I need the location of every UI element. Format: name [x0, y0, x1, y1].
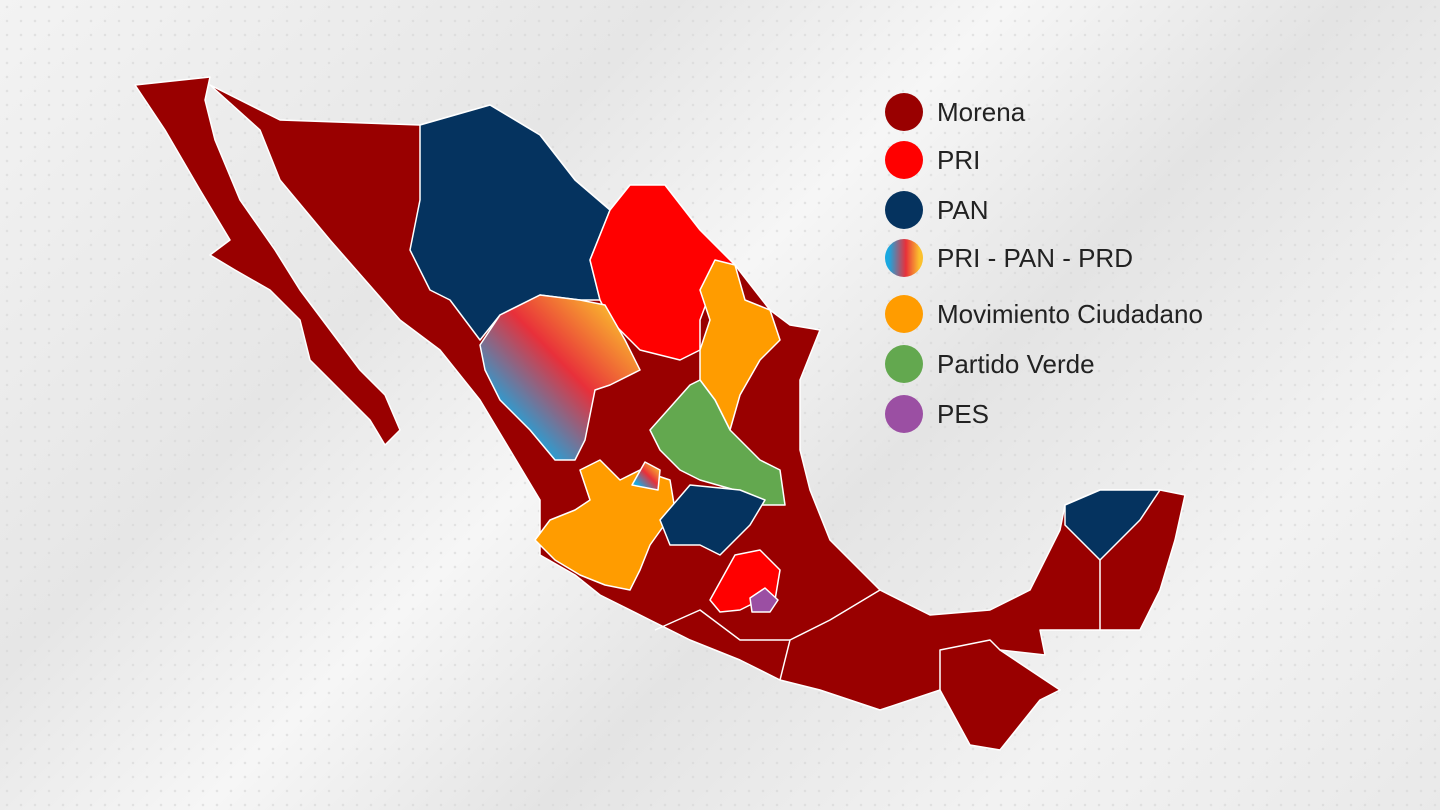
coalition-swatch-icon	[885, 239, 923, 277]
legend-label: PRI	[937, 144, 981, 175]
state-nuevo-leon[interactable]	[699, 259, 781, 431]
legend-item-mc: Movimiento Ciudadano	[885, 295, 1203, 333]
legend-label: PAN	[937, 194, 989, 225]
legend-item-verde: Partido Verde	[885, 345, 1095, 383]
state-jalisco[interactable]	[534, 459, 676, 591]
state-border	[939, 639, 1001, 690]
morena-swatch-icon	[885, 93, 923, 131]
state-aguascalientes[interactable]	[631, 461, 661, 491]
state-coahuila[interactable]	[589, 184, 736, 361]
legend-label: PES	[937, 398, 990, 429]
state-durango[interactable]	[479, 294, 641, 461]
legend-item-pes: PES	[885, 395, 989, 433]
legend-item-coalition: PRI - PAN - PRD	[885, 239, 1133, 277]
legend-item-pri: PRI	[885, 141, 980, 179]
legend-label: Partido Verde	[937, 348, 1095, 379]
legend-item-pan: PAN	[885, 191, 989, 229]
baja-california-region	[134, 76, 401, 446]
legend-label: Morena	[937, 96, 1026, 127]
state-yucatan[interactable]	[1064, 489, 1161, 561]
legend-item-morena: Morena	[885, 93, 1025, 131]
pan-swatch-icon	[885, 191, 923, 229]
pri-swatch-icon	[885, 141, 923, 179]
verde-swatch-icon	[885, 345, 923, 383]
state-san-luis-potosi[interactable]	[649, 379, 786, 506]
state-border	[779, 589, 881, 681]
state-morelos[interactable]	[749, 587, 779, 613]
state-border	[654, 609, 790, 641]
legend-label: PRI - PAN - PRD	[937, 242, 1133, 273]
mc-swatch-icon	[885, 295, 923, 333]
state-guanajuato-queretaro[interactable]	[659, 484, 766, 556]
pes-swatch-icon	[885, 395, 923, 433]
legend-label: Movimiento Ciudadano	[937, 298, 1203, 329]
